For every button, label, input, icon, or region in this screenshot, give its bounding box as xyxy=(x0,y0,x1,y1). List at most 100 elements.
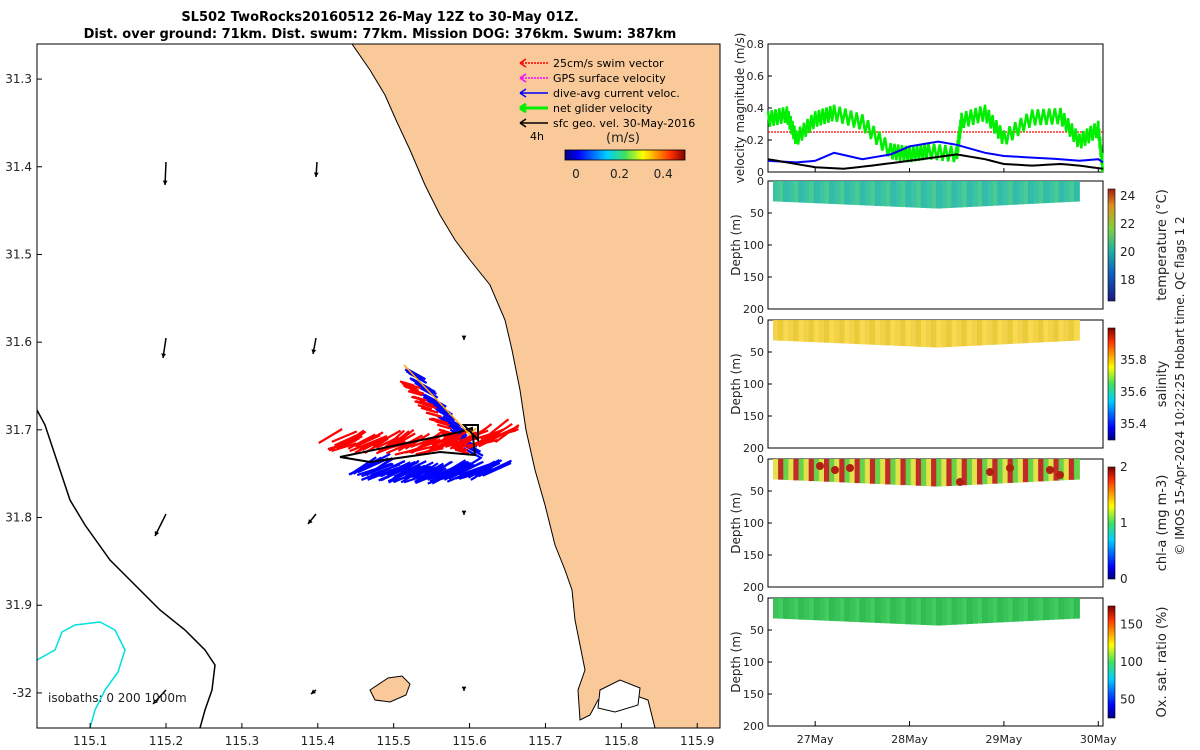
section-data-column xyxy=(1012,320,1019,344)
section-data-column xyxy=(910,320,917,347)
map-panel: 115.1 115.2 115.3 115.4 115.5 115.6 115.7 115.8… xyxy=(5,43,721,748)
section-data-column xyxy=(951,598,958,625)
section-data-column xyxy=(1073,598,1080,619)
dive-avg-vectors-stroke xyxy=(454,457,482,475)
legend-label: sfc geo. vel. 30-May-2016 xyxy=(553,117,695,130)
swim-vectors-stroke xyxy=(433,418,449,425)
section-data-column xyxy=(1022,320,1029,344)
swim-vectors-stroke xyxy=(331,430,358,443)
geo-arrow-head xyxy=(153,699,158,704)
time-tick-label: 27May xyxy=(797,733,834,746)
section-data-column xyxy=(813,459,820,482)
section-data-column xyxy=(824,320,830,343)
section-data-column xyxy=(966,598,973,624)
legend-arrowhead xyxy=(519,118,527,128)
section-data-column xyxy=(931,181,938,209)
section-ytick-label: 100 xyxy=(743,656,764,669)
section-ytick-label: 200 xyxy=(743,720,764,733)
section-ytick-label: 200 xyxy=(743,442,764,455)
legend-label: 25cm/s swim vector xyxy=(553,57,664,70)
section-data-column xyxy=(834,320,841,344)
section-data-column xyxy=(803,181,810,203)
section-colorbar-tick: 18 xyxy=(1120,273,1135,287)
section-data-column xyxy=(834,181,841,205)
section-data-column xyxy=(808,598,815,621)
section-data-column xyxy=(803,459,810,481)
section-data-column xyxy=(1043,320,1050,343)
section-data-column xyxy=(1022,181,1029,205)
velocity-ytick-label: 0.2 xyxy=(747,134,765,147)
swim-vectors-stroke xyxy=(485,418,510,438)
section-colorbar-tick: 0 xyxy=(1120,572,1128,586)
section-data-column xyxy=(992,181,999,206)
swim-vectors-stroke xyxy=(469,423,493,442)
section-data-column xyxy=(1033,181,1040,204)
isobath-0m xyxy=(37,409,216,728)
dive-avg-vectors-stroke xyxy=(408,372,428,384)
section-data-column xyxy=(941,320,948,348)
section-data-column xyxy=(910,598,917,625)
section-data-column xyxy=(783,320,790,341)
section-data-column xyxy=(798,181,805,203)
colorbar-tick-label: 0.4 xyxy=(654,167,673,181)
section-data-column xyxy=(920,459,927,486)
swim-vectors-stroke xyxy=(422,402,437,410)
section-colorbar-tick: 35.4 xyxy=(1120,417,1147,431)
section-data-column xyxy=(854,320,861,345)
section-data-band xyxy=(773,598,1080,626)
geo-arrow-head xyxy=(461,510,467,515)
isobath-200m xyxy=(37,621,126,728)
map-frame xyxy=(36,43,721,729)
section-data-column xyxy=(773,598,779,619)
section-data-column xyxy=(773,320,779,341)
section-data-column xyxy=(961,459,968,486)
dive-avg-vectors-stroke xyxy=(366,457,394,477)
section-data-column xyxy=(839,320,846,344)
section-ytick-label: 150 xyxy=(743,688,764,701)
section-data-column xyxy=(992,598,999,623)
section-data-column xyxy=(778,320,785,341)
section-data-column xyxy=(982,598,989,624)
colorbar-tick-label: 0 xyxy=(572,167,580,181)
section-ytick-label: 0 xyxy=(757,453,764,466)
dive-avg-vectors-stroke xyxy=(423,461,452,481)
section-data-column xyxy=(849,320,856,344)
section-data-column xyxy=(1007,598,1014,622)
section-data-column xyxy=(1048,598,1055,620)
glider-track xyxy=(318,364,520,485)
section-data-column xyxy=(854,598,861,623)
section-data-column xyxy=(1028,459,1034,482)
swim-vectors-stroke xyxy=(406,382,421,390)
section-ylabel: Depth (m) xyxy=(729,492,743,553)
time-tick-label: 30May xyxy=(1080,733,1117,746)
section-data-column xyxy=(854,181,861,206)
section-data-column xyxy=(1068,598,1075,619)
section-ytick-label: 200 xyxy=(743,581,764,594)
section-panel: 0 50 100 150 200 Depth (m) 35.4 35.6 35.8 salinit… xyxy=(729,314,1170,455)
legend-arrowhead xyxy=(519,102,527,114)
section-colorbar-label: chl-a (mg m-3) xyxy=(1155,475,1170,572)
swim-vectors-stroke xyxy=(443,435,458,442)
section-data-column xyxy=(1058,181,1065,203)
velocity-magnitude-panel: 0 0.2 0.4 0.6 0.8 velocity magnitude (m/s) xyxy=(733,33,1105,184)
section-data-column xyxy=(844,320,851,344)
map-ytick-label: 31.4 xyxy=(5,160,32,174)
legend-arrowhead xyxy=(519,58,527,68)
swim-vectors-stroke xyxy=(356,431,384,448)
section-ytick-label: 0 xyxy=(757,314,764,327)
section-data-column xyxy=(987,181,994,206)
section-data-column xyxy=(880,459,887,485)
section-data-column xyxy=(1073,320,1080,341)
section-data-column xyxy=(931,320,938,348)
section-colorbar-label: salinity xyxy=(1155,360,1170,407)
section-data-column xyxy=(951,459,958,486)
section-data-column xyxy=(788,459,795,481)
section-colorbar-tick: 35.6 xyxy=(1120,385,1147,399)
section-data-column xyxy=(895,598,902,624)
velocity-ytick-label: 0.8 xyxy=(747,38,765,51)
section-data-column xyxy=(839,598,846,622)
section-data-column xyxy=(982,181,989,207)
section-data-column xyxy=(936,320,943,348)
velocity-ylabel: velocity magnitude (m/s) xyxy=(733,33,747,184)
island xyxy=(369,675,411,703)
